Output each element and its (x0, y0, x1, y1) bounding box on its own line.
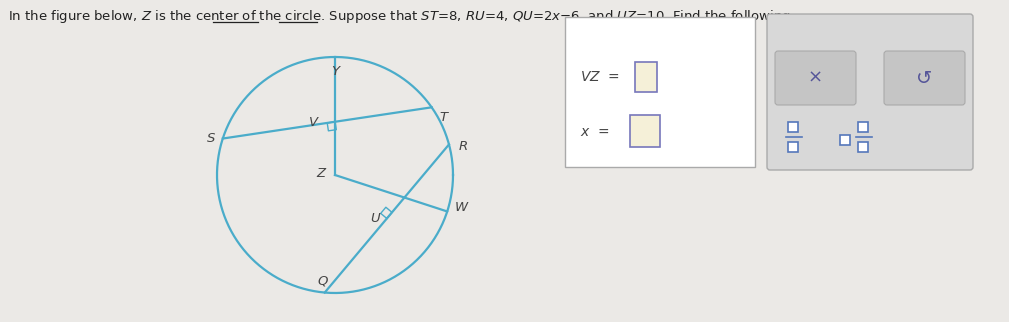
Text: $VZ$  =: $VZ$ = (580, 70, 620, 84)
Bar (788, 142, 798, 152)
FancyBboxPatch shape (884, 51, 965, 105)
Text: Q: Q (318, 274, 328, 287)
Bar (788, 122, 798, 132)
Text: T: T (440, 111, 448, 124)
FancyBboxPatch shape (767, 14, 973, 170)
Bar (858, 142, 868, 152)
Text: S: S (207, 132, 215, 145)
Text: W: W (455, 201, 468, 214)
Text: V: V (309, 117, 318, 129)
Text: Y: Y (331, 64, 339, 78)
Text: Z: Z (317, 166, 326, 179)
Bar (858, 122, 868, 132)
Text: U: U (370, 212, 379, 225)
Bar (840, 135, 850, 145)
Text: In the figure below, $Z$ is the center of the circle. Suppose that $ST$=8, $RU$=: In the figure below, $Z$ is the center o… (8, 8, 795, 25)
Text: ↺: ↺ (916, 69, 932, 88)
Text: ×: × (808, 69, 823, 87)
Text: $x$  =: $x$ = (580, 125, 609, 139)
Bar (630, 115, 660, 147)
Text: R: R (458, 140, 467, 153)
Bar (565, 17, 755, 167)
Bar (635, 62, 657, 92)
FancyBboxPatch shape (775, 51, 856, 105)
